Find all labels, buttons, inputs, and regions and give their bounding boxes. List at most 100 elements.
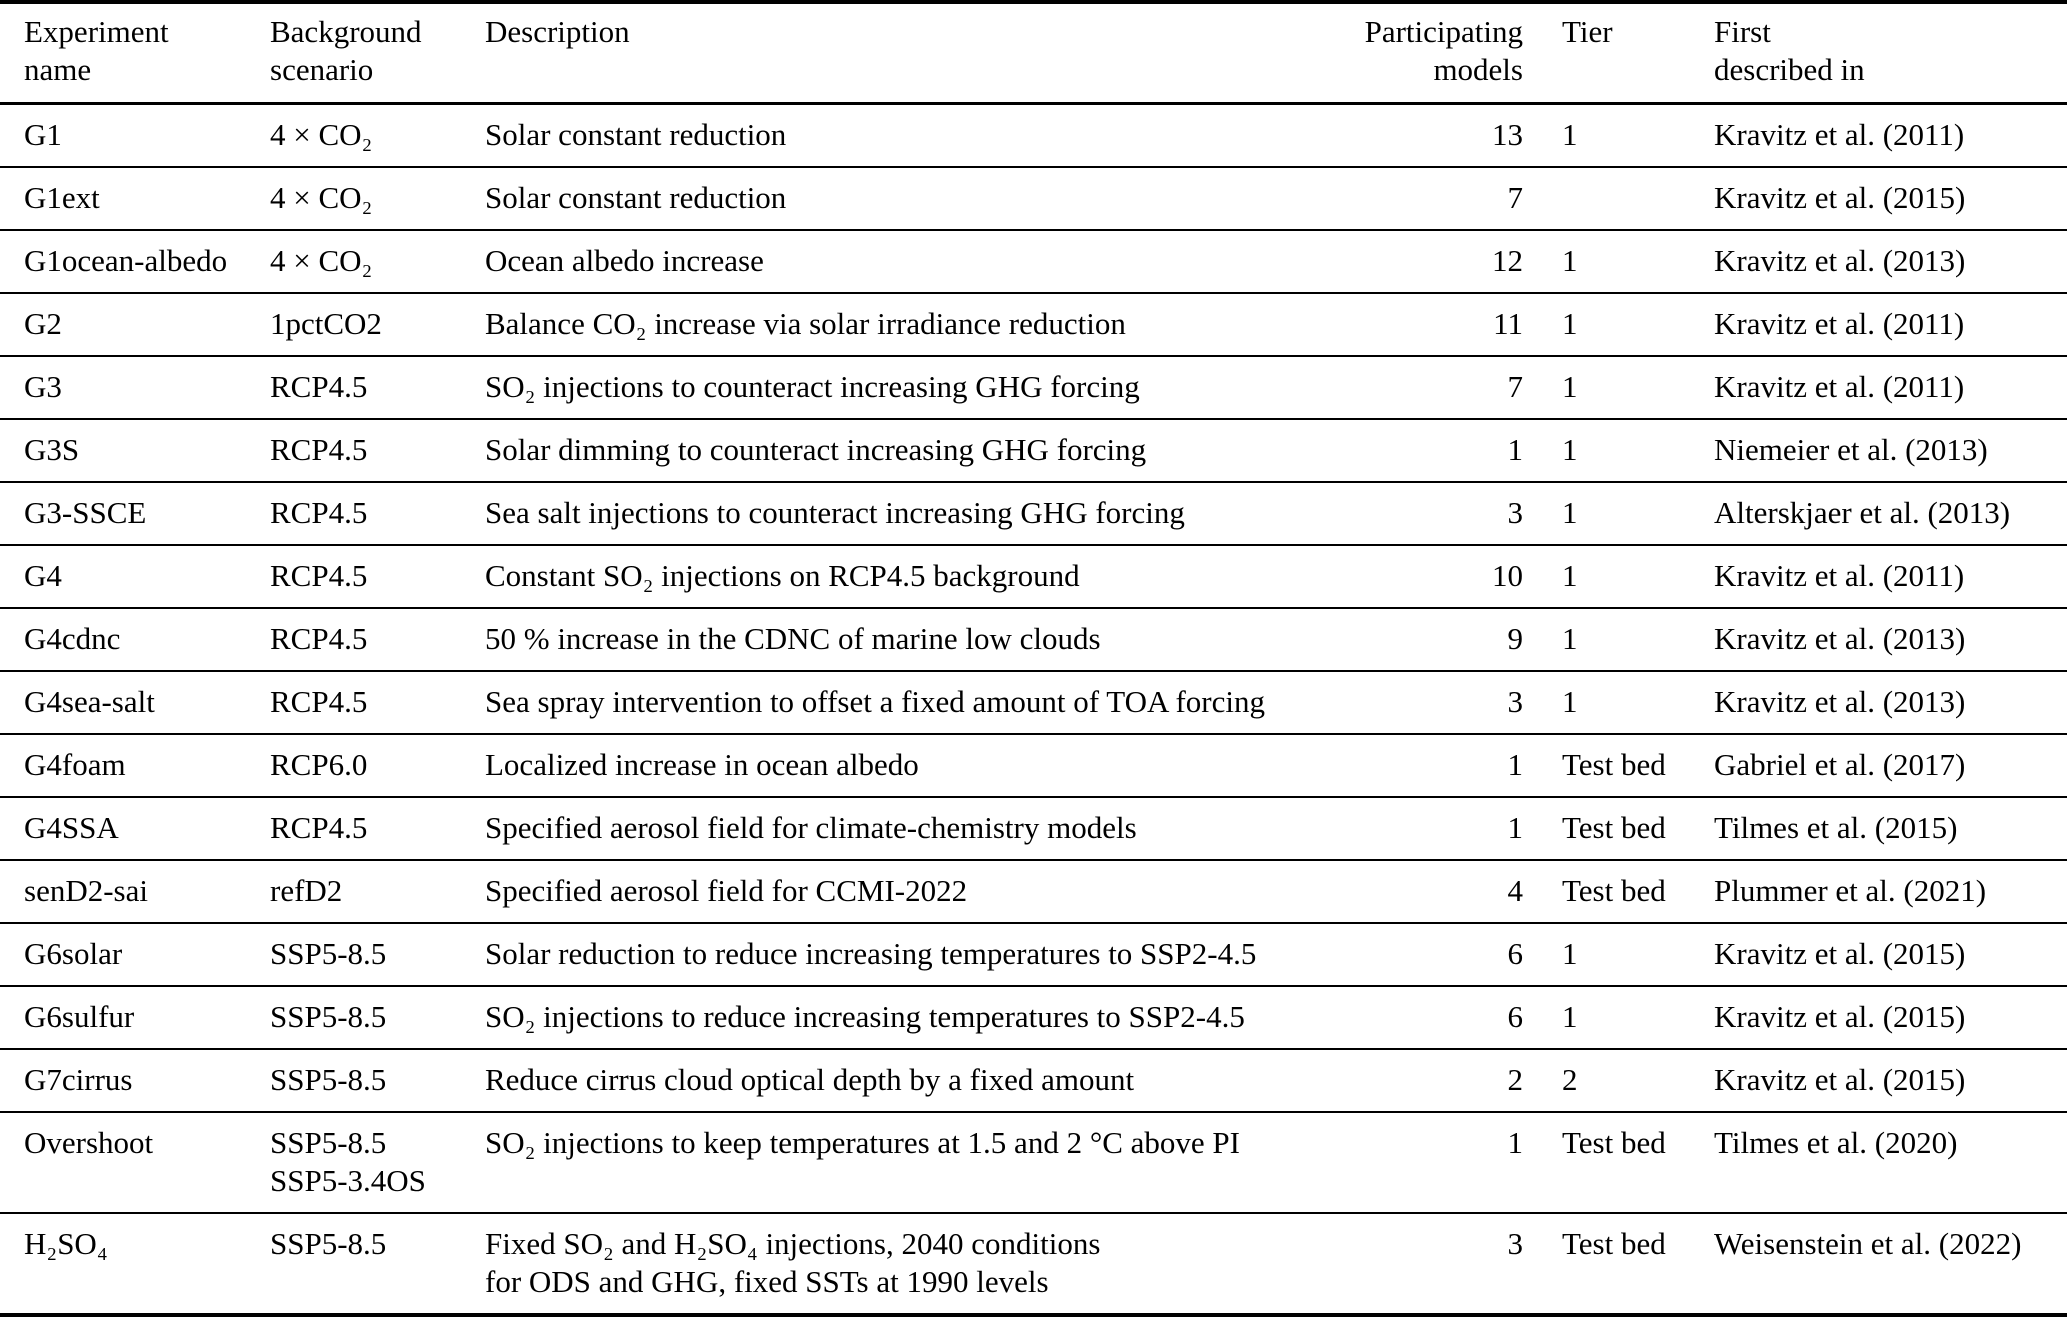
cell-background-scenario: SSP5-8.5 [270,936,387,971]
cell-tier: 1 [1562,432,1578,467]
table-row: G4 RCP4.5 Constant SO₂ injections on RCP… [0,545,2067,608]
cell-first-described-in: Plummer et al. (2021) [1714,873,1987,908]
col-header-description: Description [485,14,630,49]
table-row: G3 RCP4.5 SO₂ injections to counteract i… [0,356,2067,419]
cell-tier: Test bed [1562,873,1666,908]
cell-first-described-in: Kravitz et al. (2013) [1714,684,1966,719]
col-header-first-described-in: First described in [1714,14,1865,87]
cell-experiment-name: G3-SSCE [24,495,147,530]
table-row: G4foam RCP6.0 Localized increase in ocea… [0,734,2067,797]
cell-background-scenario: 4 × CO₂ [270,180,373,215]
cell-first-described-in: Niemeier et al. (2013) [1714,432,1988,467]
cell-participating-models: 1 [1507,432,1524,467]
cell-description: Solar constant reduction [485,117,787,152]
cell-description: Reduce cirrus cloud optical depth by a f… [485,1062,1135,1097]
table-row: G2 1pctCO2 Balance CO₂ increase via sola… [0,293,2067,356]
table-row: G1 4 × CO₂ Solar constant reduction 13 1… [0,104,2067,168]
cell-participating-models: 10 [1492,558,1523,593]
table-row: G6sulfur SSP5-8.5 SO₂ injections to redu… [0,986,2067,1049]
cell-tier [1523,167,1714,230]
cell-first-described-in: Tilmes et al. (2020) [1714,1125,1958,1160]
cell-participating-models: 3 [1507,1226,1524,1261]
cell-first-described-in: Kravitz et al. (2011) [1714,117,1965,152]
cell-participating-models: 12 [1492,243,1523,278]
cell-background-scenario: RCP4.5 [270,432,368,467]
cell-description: SO₂ injections to counteract increasing … [485,369,1140,404]
cell-experiment-name: G1ext [24,180,100,215]
cell-background-scenario: RCP4.5 [270,810,368,845]
cell-background-scenario: RCP4.5 [270,495,368,530]
cell-description: 50 % increase in the CDNC of marine low … [485,621,1101,656]
cell-experiment-name: G4sea-salt [24,684,155,719]
cell-experiment-name: Overshoot [24,1125,154,1160]
cell-first-described-in: Kravitz et al. (2011) [1714,369,1965,404]
table-row: G1ocean-albedo 4 × CO₂ Ocean albedo incr… [0,230,2067,293]
cell-participating-models: 13 [1492,117,1523,152]
table-row: senD2-sai refD2 Specified aerosol field … [0,860,2067,923]
col-header-tier: Tier [1562,14,1613,49]
col-header-background-scenario: Background scenario [270,14,422,87]
cell-description: Balance CO₂ increase via solar irradianc… [485,306,1126,341]
cell-first-described-in: Kravitz et al. (2015) [1714,180,1966,215]
cell-experiment-name: G3 [24,369,62,404]
cell-experiment-name: G4SSA [24,810,119,845]
cell-participating-models: 9 [1507,621,1524,656]
cell-description: Sea salt injections to counteract increa… [485,495,1185,530]
table-row: G6solar SSP5-8.5 Solar reduction to redu… [0,923,2067,986]
cell-tier: Test bed [1562,1125,1666,1160]
cell-participating-models: 3 [1507,684,1524,719]
cell-participating-models: 1 [1507,810,1524,845]
cell-participating-models: 6 [1507,936,1524,971]
cell-description: Specified aerosol field for climate-chem… [485,810,1137,845]
cell-experiment-name: G7cirrus [24,1062,133,1097]
cell-tier: 1 [1562,306,1578,341]
cell-first-described-in: Gabriel et al. (2017) [1714,747,1966,782]
cell-participating-models: 11 [1493,306,1523,341]
cell-background-scenario: SSP5-8.5 SSP5-3.4OS [270,1125,426,1198]
cell-background-scenario: 1pctCO2 [270,306,382,341]
table-row: G4SSA RCP4.5 Specified aerosol field for… [0,797,2067,860]
cell-experiment-name: G3S [24,432,80,467]
cell-tier: 2 [1562,1062,1578,1097]
cell-tier: 1 [1562,243,1578,278]
cell-description: Specified aerosol field for CCMI-2022 [485,873,968,908]
cell-first-described-in: Kravitz et al. (2015) [1714,1062,1966,1097]
table-row: G3-SSCE RCP4.5 Sea salt injections to co… [0,482,2067,545]
table-row: G7cirrus SSP5-8.5 Reduce cirrus cloud op… [0,1049,2067,1112]
cell-tier: 1 [1562,117,1578,152]
cell-description: Fixed SO₂ and H₂SO₄ injections, 2040 con… [485,1226,1101,1299]
cell-background-scenario: SSP5-8.5 [270,1226,387,1261]
col-header-participating-models: Participating models [1364,14,1523,87]
cell-experiment-name: H₂SO₄ [24,1226,108,1261]
cell-tier: Test bed [1562,810,1666,845]
cell-tier: 1 [1562,558,1578,593]
table-row: Overshoot SSP5-8.5 SSP5-3.4OS SO₂ inject… [0,1112,2067,1213]
table-row: G3S RCP4.5 Solar dimming to counteract i… [0,419,2067,482]
cell-description: Solar constant reduction [485,180,787,215]
cell-experiment-name: G1ocean-albedo [24,243,228,278]
cell-experiment-name: senD2-sai [24,873,148,908]
cell-experiment-name: G6sulfur [24,999,135,1034]
cell-tier: Test bed [1562,747,1666,782]
cell-background-scenario: RCP4.5 [270,684,368,719]
cell-description: Localized increase in ocean albedo [485,747,919,782]
cell-tier: 1 [1562,369,1578,404]
table-row: G4cdnc RCP4.5 50 % increase in the CDNC … [0,608,2067,671]
col-header-experiment-name: Experiment name [24,14,169,87]
cell-description: SO₂ injections to keep temperatures at 1… [485,1125,1240,1160]
cell-background-scenario: 4 × CO₂ [270,243,373,278]
cell-first-described-in: Kravitz et al. (2011) [1714,306,1965,341]
cell-participating-models: 7 [1507,180,1524,215]
cell-participating-models: 1 [1507,747,1524,782]
cell-participating-models: 1 [1507,1125,1524,1160]
cell-tier: 1 [1562,621,1578,656]
cell-description: Ocean albedo increase [485,243,764,278]
cell-first-described-in: Tilmes et al. (2015) [1714,810,1958,845]
cell-experiment-name: G1 [24,117,62,152]
cell-first-described-in: Kravitz et al. (2013) [1714,243,1966,278]
cell-experiment-name: G4cdnc [24,621,121,656]
cell-participating-models: 4 [1507,873,1524,908]
cell-description: Solar reduction to reduce increasing tem… [485,936,1257,971]
cell-background-scenario: SSP5-8.5 [270,1062,387,1097]
